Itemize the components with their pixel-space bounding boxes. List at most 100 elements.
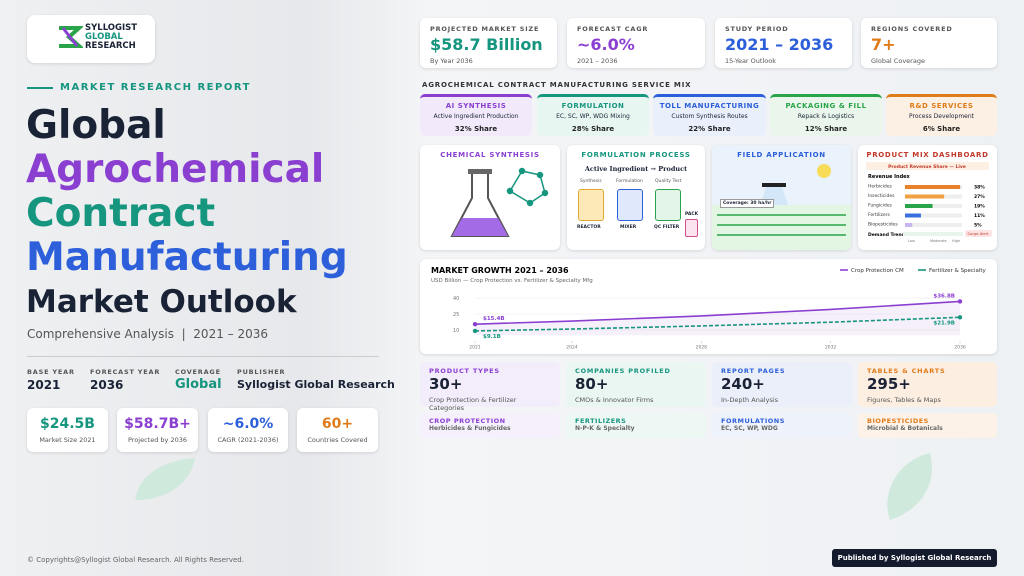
panel: FORMULATION PROCESS Active Ingredient → … — [567, 145, 705, 250]
meta-label: BASE YEAR — [27, 368, 75, 376]
count-card: REPORT PAGES 240+ In-Depth Analysis — [712, 362, 852, 407]
kpi-label: STUDY PERIOD — [725, 25, 789, 33]
dash-category: Biopesticides — [868, 222, 898, 228]
meta-value: 2036 — [90, 378, 124, 392]
kpi-label: PROJECTED MARKET SIZE — [430, 25, 540, 33]
segment-desc: Herbicides & Fungicides — [429, 425, 511, 432]
kpi-value: $58.7 Billion — [430, 35, 543, 54]
value-label: $15.4B — [483, 316, 505, 322]
point — [472, 322, 478, 327]
dash-category: Herbicides — [868, 184, 892, 190]
kpi-label: REGIONS COVERED — [871, 25, 953, 33]
title-line: Manufacturing — [26, 235, 348, 280]
stat-value: $24.5B — [40, 416, 95, 432]
alert: Surge Alert — [967, 231, 989, 236]
mix-share: 22% Share — [688, 125, 731, 133]
dash-track — [905, 223, 962, 227]
count-label: REPORT PAGES — [721, 367, 786, 375]
growth-card: MARKET GROWTH 2021 – 2036 USD Billion — C… — [420, 259, 997, 354]
logo-line: RESEARCH — [85, 41, 136, 51]
hero-title: Global Agrochemical Contract Manufacturi… — [26, 104, 348, 324]
growth-chart: MARKET GROWTH 2021 – 2036 USD Billion — C… — [431, 266, 987, 350]
stat-value: ~6.0% — [222, 416, 274, 432]
pack-label: PACK — [685, 212, 699, 217]
segment-name: CROP PROTECTION — [429, 417, 506, 425]
kpi-sub: By Year 2036 — [430, 57, 473, 65]
trend-bar — [903, 232, 963, 236]
mix-share: 28% Share — [571, 125, 615, 133]
alert-bg — [965, 230, 992, 237]
logo-line: SYLLOGIST — [85, 23, 138, 33]
stat-card: ~6.0% CAGR (2021-2036) — [208, 408, 288, 452]
mix-share: 32% Share — [454, 125, 498, 133]
x-tick-label: 2021 — [469, 344, 481, 350]
kpi-card: FORECAST CAGR ~6.0% 2021 – 2036 — [567, 18, 705, 68]
dash-header: Product Revenue Share — Live — [888, 164, 966, 170]
meta-value: Syllogist Global Research — [237, 378, 395, 391]
segment-name: BIOPESTICIDES — [867, 417, 929, 425]
logo-line: GLOBAL — [85, 32, 123, 42]
meta-value: Global — [175, 377, 222, 392]
stat-card: $24.5B Market Size 2021 — [27, 408, 108, 452]
kpi-value: 7+ — [871, 35, 896, 54]
kpi-sub: Global Coverage — [871, 57, 925, 65]
x-tick-label: 2024 — [566, 344, 578, 350]
y-tick-label: 10 — [453, 328, 459, 334]
dash-track — [905, 213, 962, 218]
mix-desc: EC, SC, WP, WDG Mixing — [556, 113, 630, 120]
leaf — [887, 453, 932, 520]
count-sub: In-Depth Analysis — [721, 396, 779, 404]
mix-name: PACKAGING & FILL — [785, 102, 867, 110]
kpi-card: STUDY PERIOD 2021 – 2036 15-Year Outlook — [715, 18, 852, 68]
meta-label: COVERAGE — [175, 368, 221, 376]
count-sub: Figures, Tables & Maps — [867, 396, 941, 404]
title-line: Global — [26, 103, 166, 148]
kpi-value: ~6.0% — [577, 35, 635, 54]
meta-label: FORECAST YEAR — [90, 368, 161, 376]
segment-card: CROP PROTECTION Herbicides & Fungicides — [420, 413, 560, 438]
value-label: $36.8B — [933, 293, 955, 299]
dash-header-bg — [866, 162, 989, 170]
count-value: 30+ — [429, 375, 463, 393]
mix-desc: Active Ingredient Production — [433, 113, 519, 120]
segment-desc: N-P-K & Specialty — [575, 425, 635, 432]
dash-value: 5% — [974, 223, 982, 229]
divider — [27, 356, 379, 357]
mix-share: 6% Share — [922, 125, 961, 133]
meta-value: 2021 — [27, 378, 61, 392]
x-tick-label: 2032 — [825, 344, 837, 350]
publisher-badge: Published by Syllogist Global Research — [832, 549, 997, 567]
logo-icon — [59, 26, 83, 48]
pack-icon — [685, 219, 698, 237]
mix-card: R&D SERVICES Process Development 6% Share — [886, 94, 997, 136]
unit-label: QC FILTER — [654, 225, 680, 230]
mix-name: R&D SERVICES — [909, 102, 974, 110]
title-line: Contract — [26, 191, 216, 236]
stat-card: 60+ Countries Covered — [297, 408, 378, 452]
legend-label: Crop Protection CM — [851, 268, 904, 274]
kicker: MARKET RESEARCH REPORT — [60, 82, 251, 93]
reactor-icon — [578, 189, 604, 221]
mix-desc: Repack & Logistics — [797, 113, 855, 120]
stat-value: 60+ — [321, 416, 354, 432]
segment-card: BIOPESTICIDES Microbial & Botanicals — [858, 413, 997, 438]
flask-illustration — [450, 167, 549, 237]
dash-category: Fungicides — [868, 203, 893, 209]
count-value: 240+ — [721, 375, 765, 393]
series-line — [474, 300, 961, 326]
dash-bar — [905, 194, 945, 199]
kicker-rule — [27, 87, 53, 89]
dash-subtitle: Revenue Index — [868, 174, 911, 180]
trend-level: High — [952, 239, 960, 243]
dash-track — [905, 204, 962, 208]
panel-title: FIELD APPLICATION — [737, 151, 826, 159]
segment-card: FORMULATIONS EC, SC, WP, WDG — [712, 413, 852, 438]
count-label: COMPANIES PROFILED — [575, 367, 671, 375]
count-card: PRODUCT TYPES 30+ Crop Protection & Fertil… — [420, 362, 560, 412]
dash-bar — [905, 223, 913, 227]
panel-title: CHEMICAL SYNTHESIS — [440, 151, 540, 159]
segment-name: FORMULATIONS — [721, 417, 785, 425]
chart-subtitle: USD Billion — Crop Protection vs. Fertil… — [431, 278, 593, 284]
count-sub: CMOs & Innovator Firms — [575, 396, 654, 404]
count-value: 295+ — [867, 375, 911, 393]
